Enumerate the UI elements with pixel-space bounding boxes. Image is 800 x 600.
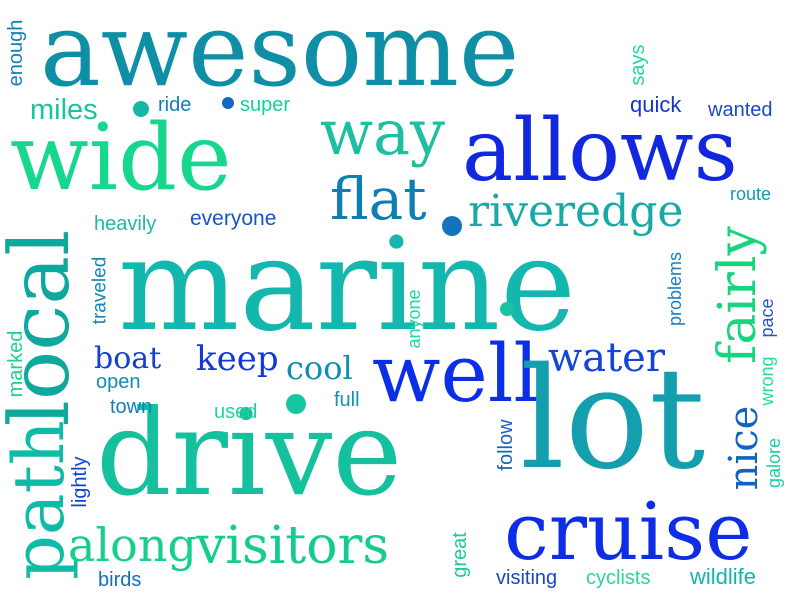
word-quick: quick — [630, 92, 682, 117]
word-marine: marine — [118, 211, 576, 360]
decor-dot — [222, 97, 234, 109]
word-riveredge: riveredge — [468, 186, 684, 237]
decor-dot — [442, 216, 462, 236]
word-way: way — [320, 96, 446, 169]
word-keep: keep — [196, 339, 279, 379]
word-awesome: awesome — [40, 0, 520, 110]
word-everyone: everyone — [190, 207, 277, 230]
word-super: super — [240, 94, 291, 116]
word-lot: lot — [520, 338, 706, 501]
word-full: full — [334, 389, 360, 411]
word-ride: ride — [158, 94, 192, 116]
word-flat: flat — [330, 165, 427, 233]
decor-dot — [500, 302, 514, 316]
word-wildlife: wildlife — [690, 564, 757, 589]
word-follow: follow — [495, 419, 517, 471]
word-cyclists: cyclists — [586, 567, 651, 589]
word-cool: cool — [286, 349, 353, 387]
word-allows: allows — [462, 101, 738, 201]
word-problems: problems — [665, 251, 685, 327]
word-drive: drive — [96, 384, 403, 522]
decor-dot — [286, 394, 306, 414]
word-visiting: visiting — [496, 567, 558, 589]
word-cruise: cruise — [504, 485, 753, 578]
word-route: route — [730, 184, 772, 204]
word-wanted: wanted — [708, 99, 773, 121]
word-along: along — [68, 518, 197, 572]
decor-dot — [133, 101, 149, 117]
word-pace: pace — [757, 298, 777, 338]
word-water: water — [548, 335, 665, 381]
word-heavily: heavily — [94, 213, 157, 235]
word-boat: boat — [94, 341, 162, 376]
word-miles: miles — [30, 94, 98, 126]
word-enough: enough — [5, 19, 27, 87]
word-birds: birds — [98, 569, 142, 591]
word-fairly: fairly — [708, 226, 768, 364]
word-says: says — [627, 44, 649, 86]
word-wrong: wrong — [757, 356, 777, 406]
word-path: path — [0, 420, 80, 580]
word-wide: wide — [10, 104, 232, 211]
word-great: great — [449, 532, 471, 578]
word-used: used — [214, 401, 258, 423]
word-lightly: lightly — [69, 456, 91, 508]
word-open: open — [96, 371, 141, 393]
word-traveled: traveled — [89, 256, 110, 324]
word-town: town — [110, 396, 153, 418]
word-galore: galore — [764, 437, 784, 489]
word-well: well — [372, 327, 539, 420]
word-marked: marked — [5, 330, 27, 398]
word-anyone: anyone — [404, 289, 424, 349]
word-visitors: visitors — [196, 516, 390, 576]
